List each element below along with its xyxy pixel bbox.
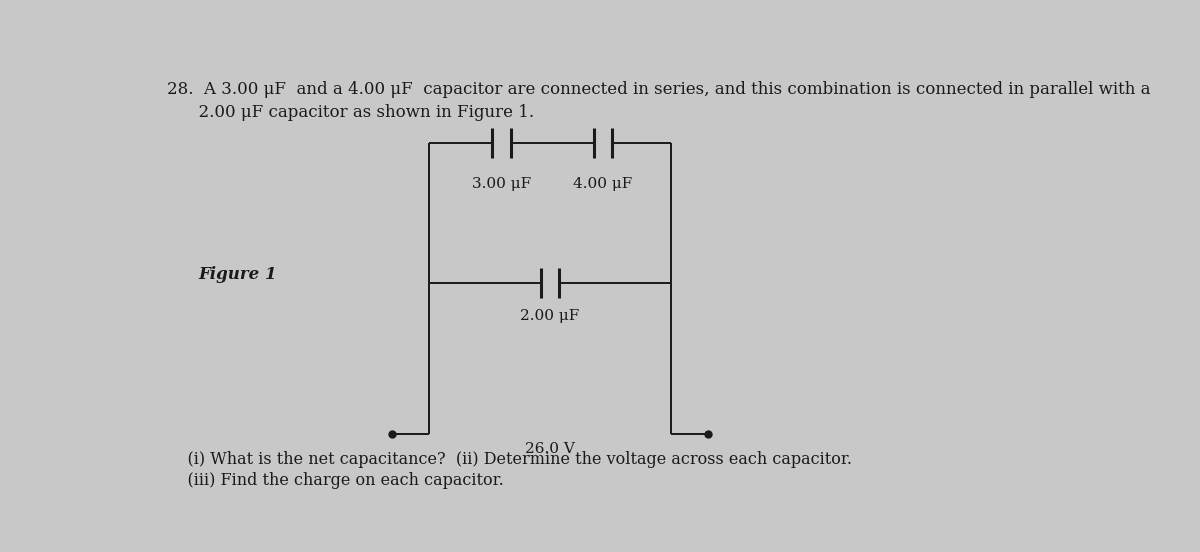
Text: 3.00 μF: 3.00 μF — [472, 177, 532, 191]
Text: 2.00 μF capacitor as shown in Figure 1.: 2.00 μF capacitor as shown in Figure 1. — [167, 104, 534, 121]
Text: 2.00 μF: 2.00 μF — [521, 309, 580, 322]
Text: Figure 1: Figure 1 — [198, 266, 277, 283]
Text: 26.0 V: 26.0 V — [524, 442, 575, 457]
Text: (iii) Find the charge on each capacitor.: (iii) Find the charge on each capacitor. — [167, 472, 504, 489]
Text: 28.  A 3.00 μF  and a 4.00 μF  capacitor are connected in series, and this combi: 28. A 3.00 μF and a 4.00 μF capacitor ar… — [167, 81, 1151, 98]
Text: 4.00 μF: 4.00 μF — [574, 177, 632, 191]
Text: (i) What is the net capacitance?  (ii) Determine the voltage across each capacit: (i) What is the net capacitance? (ii) De… — [167, 451, 852, 468]
